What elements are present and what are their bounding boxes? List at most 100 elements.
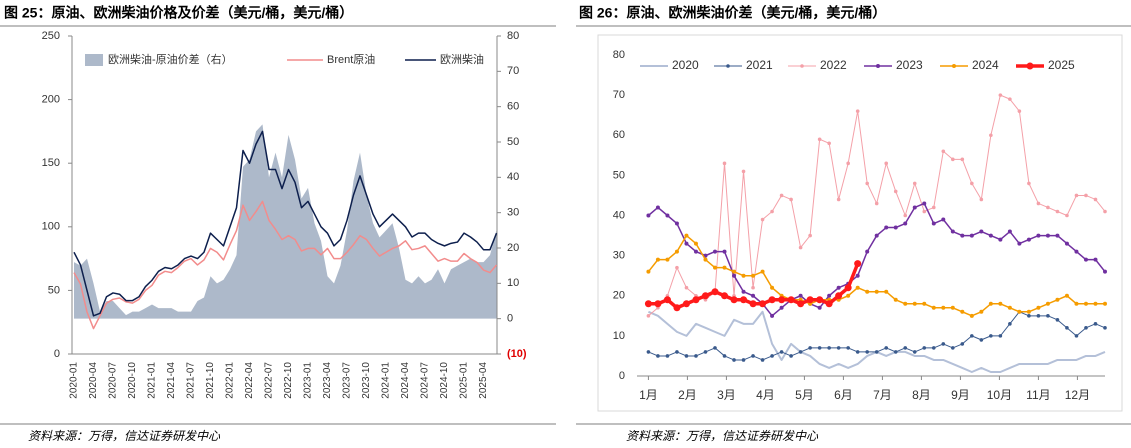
x-tick-label: 2020-01 — [69, 362, 80, 399]
marker — [1007, 305, 1012, 310]
marker — [693, 241, 698, 246]
marker — [682, 300, 690, 308]
marker — [1103, 269, 1107, 274]
marker — [989, 334, 993, 338]
marker — [931, 221, 936, 226]
marker — [960, 157, 965, 162]
x-tick-label: 7月 — [873, 388, 892, 402]
x-tick-label: 2020-10 — [127, 362, 138, 399]
marker — [903, 213, 908, 218]
marker — [874, 201, 879, 206]
marker — [988, 301, 993, 306]
marker — [1083, 301, 1088, 306]
x-tick-label: 2月 — [678, 388, 697, 402]
y-tick-label: 0 — [54, 348, 60, 360]
marker — [1084, 326, 1088, 330]
marker — [817, 346, 822, 350]
y-tick-label: 100 — [42, 221, 60, 233]
marker — [893, 189, 898, 194]
legend-label: 2020 — [672, 58, 699, 72]
line — [648, 310, 1106, 373]
marker — [998, 93, 1003, 97]
marker — [969, 313, 974, 318]
marker — [855, 273, 860, 278]
marker — [970, 181, 974, 186]
marker — [1008, 322, 1012, 326]
marker — [865, 289, 870, 294]
marker — [1017, 241, 1022, 246]
marker — [751, 285, 755, 290]
marker — [701, 292, 709, 300]
marker — [1065, 326, 1069, 330]
x-tick-label: 8月 — [912, 388, 931, 402]
x-tick-label: 2021-10 — [205, 362, 216, 399]
marker — [988, 233, 993, 238]
source-note: 资料来源：万得，信达证券研发中心 — [28, 429, 221, 443]
marker — [1036, 201, 1041, 206]
x-tick-label: 6月 — [834, 388, 853, 402]
y2-tick-label: 50 — [507, 136, 519, 148]
line — [648, 94, 1106, 317]
marker — [979, 197, 984, 202]
marker — [722, 249, 727, 254]
marker — [884, 346, 889, 350]
marker — [979, 338, 984, 342]
marker — [760, 217, 765, 222]
y2-tick-label: 70 — [507, 65, 519, 77]
x-tick-label: 3月 — [717, 388, 736, 402]
marker — [912, 301, 917, 306]
marker — [1074, 334, 1079, 338]
marker — [1074, 193, 1079, 198]
legend-marker — [952, 64, 956, 68]
marker — [798, 245, 803, 250]
marker — [694, 354, 698, 358]
marker — [749, 300, 757, 308]
marker — [846, 346, 850, 350]
marker — [960, 309, 965, 314]
y-tick-label: 50 — [48, 284, 60, 296]
marker — [1103, 209, 1107, 214]
x-tick-label: 2024-01 — [381, 362, 392, 399]
y-tick-label: 20 — [613, 290, 625, 302]
y2-tick-label: 60 — [507, 101, 519, 113]
marker — [922, 346, 927, 350]
marker — [970, 334, 974, 338]
marker — [787, 296, 795, 304]
marker — [759, 300, 767, 308]
x-tick-label: 2021-01 — [147, 362, 158, 399]
legend-label: 2023 — [896, 58, 923, 72]
marker — [722, 265, 727, 270]
marker — [779, 305, 784, 310]
marker — [1017, 109, 1022, 113]
marker — [893, 297, 898, 302]
x-tick-label: 9月 — [951, 388, 970, 402]
marker — [989, 133, 993, 138]
marker — [1027, 314, 1031, 318]
x-tick-label: 2024-07 — [420, 362, 431, 399]
x-tick-label: 5月 — [795, 388, 814, 402]
marker — [760, 358, 765, 362]
y-tick-label: 10 — [613, 330, 625, 342]
y-tick-label: 200 — [42, 94, 60, 106]
marker — [827, 141, 831, 146]
x-tick-label: 2020-07 — [108, 362, 119, 399]
marker — [684, 354, 689, 358]
marker — [656, 354, 660, 358]
marker — [865, 350, 869, 354]
y-tick-label: 0 — [619, 370, 625, 382]
line — [647, 234, 1105, 317]
marker — [1055, 233, 1060, 238]
marker — [779, 193, 784, 198]
marker — [673, 304, 681, 312]
marker — [713, 346, 717, 350]
y2-tick-label: 80 — [507, 30, 519, 42]
marker — [884, 289, 889, 294]
area — [74, 124, 497, 319]
marker — [751, 354, 755, 358]
marker — [741, 358, 746, 362]
marker — [665, 257, 670, 262]
marker — [798, 293, 803, 298]
marker — [1055, 297, 1060, 302]
marker — [675, 265, 679, 270]
